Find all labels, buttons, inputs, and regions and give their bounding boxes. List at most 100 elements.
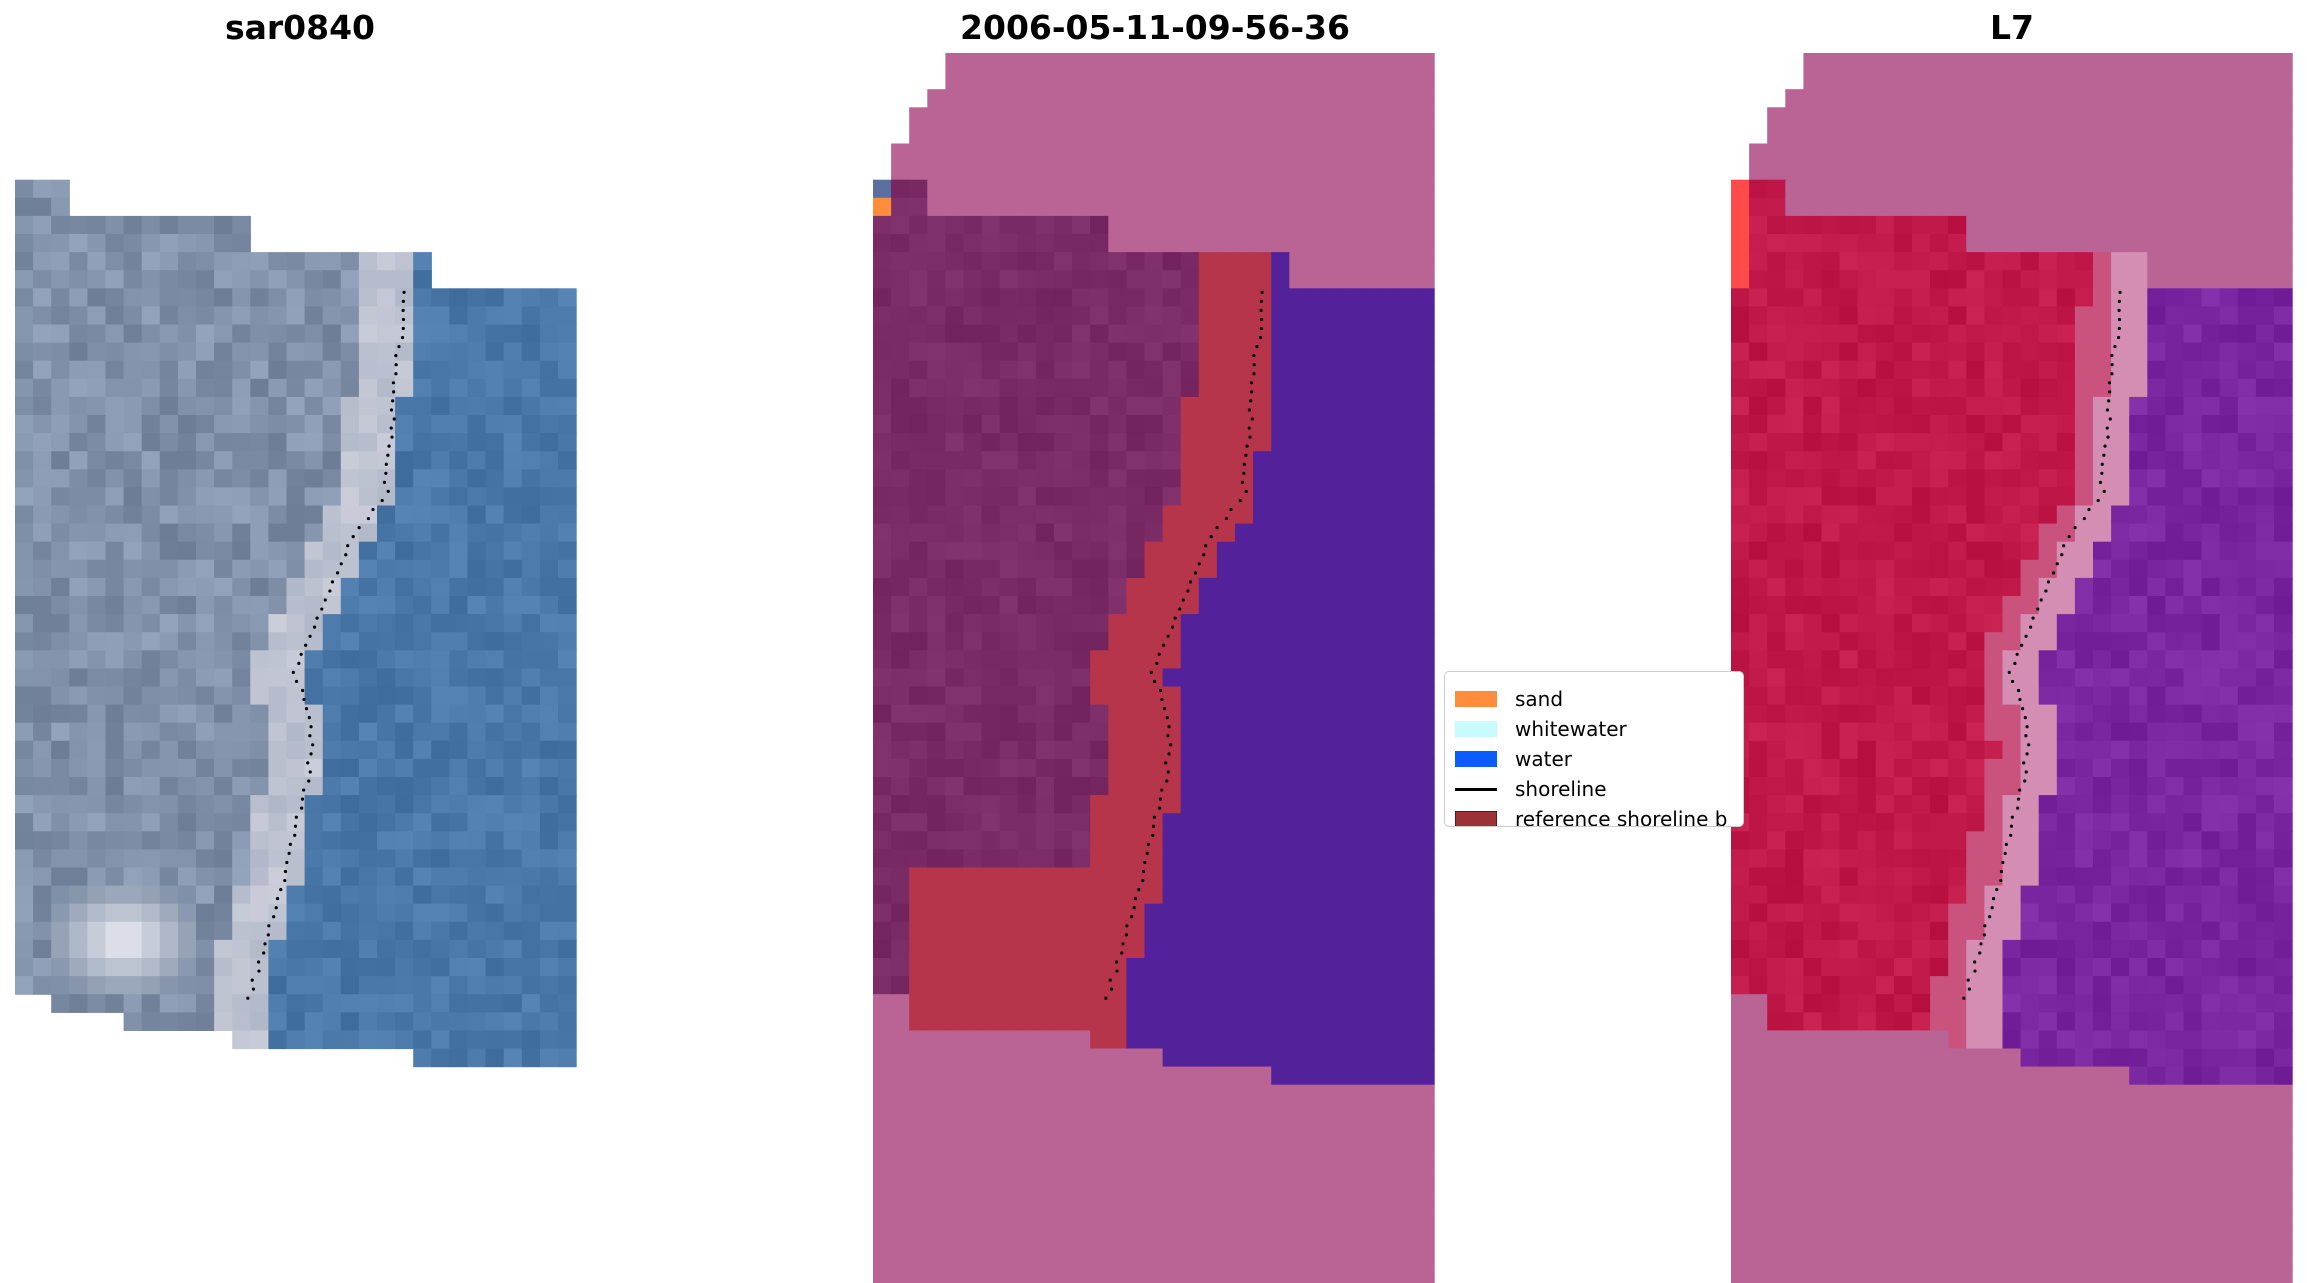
index-pixel: [2274, 559, 2293, 579]
rgb-pixel: [503, 596, 523, 615]
index-pixel: [1948, 614, 1967, 633]
rgb-pixel: [286, 704, 306, 724]
rgb-pixel: [358, 433, 378, 452]
rgb-pixel: [521, 614, 541, 633]
rgb-pixel: [521, 469, 541, 488]
rgb-pixel: [250, 342, 269, 362]
index-pixel: [1803, 614, 1823, 633]
rgb-pixel: [558, 559, 577, 579]
index-pixel: [2183, 686, 2203, 706]
index-pixel: [2147, 777, 2166, 796]
index-pixel: [1749, 396, 1768, 416]
rgb-pixel: [539, 577, 559, 597]
rgb-pixel: [177, 469, 197, 488]
rgb-pixel: [268, 415, 288, 434]
rgb-pixel: [105, 740, 125, 760]
rgb-pixel: [159, 614, 179, 633]
index-pixel: [1857, 740, 1877, 760]
rgb-pixel: [69, 451, 88, 470]
rgb-pixel: [268, 288, 288, 307]
rgb-pixel: [232, 487, 251, 507]
index-pixel: [2183, 324, 2203, 344]
index-pixel: [2237, 396, 2257, 416]
index-pixel: [1912, 161, 1931, 181]
index-pixel: [1749, 215, 1768, 235]
rgb-pixel: [449, 632, 469, 651]
rgb-pixel: [503, 415, 523, 434]
index-pixel: [2020, 614, 2040, 633]
index-pixel: [1821, 433, 1841, 452]
index-pixel: [2074, 614, 2094, 633]
index-pixel: [1785, 577, 1804, 597]
index-pixel: [1821, 722, 1841, 742]
index-pixel: [2165, 415, 2185, 434]
rgb-pixel: [340, 306, 360, 326]
rgb-pixel: [250, 433, 269, 452]
rgb-pixel: [141, 215, 161, 235]
rgb-pixel: [467, 342, 487, 362]
rgb-pixel: [340, 415, 360, 434]
index-pixel: [1749, 722, 1768, 742]
index-pixel: [2219, 650, 2239, 669]
rgb-pixel: [33, 614, 52, 633]
index-pixel: [2255, 161, 2275, 181]
index-pixel: [2147, 53, 2166, 72]
index-pixel: [2201, 270, 2221, 289]
rgb-pixel: [141, 632, 161, 651]
rgb-pixel: [33, 270, 52, 289]
rgb-pixel: [322, 378, 342, 398]
rgb-pixel: [539, 415, 559, 434]
index-pixel: [1948, 415, 1967, 434]
index-pixel: [1785, 596, 1804, 615]
index-pixel: [2183, 451, 2203, 470]
index-pixel: [1948, 161, 1967, 181]
index-pixel: [2255, 686, 2275, 706]
rgb-pixel: [214, 740, 233, 760]
rgb-pixel: [177, 722, 197, 742]
index-pixel: [1893, 614, 1913, 633]
rgb-pixel: [69, 740, 88, 760]
rgb-pixel: [521, 523, 541, 543]
index-pixel: [2183, 107, 2203, 126]
index-pixel: [1893, 632, 1913, 651]
rgb-pixel: [268, 252, 288, 271]
index-pixel: [1966, 740, 1985, 760]
rgb-pixel: [214, 469, 233, 488]
index-pixel: [1893, 143, 1913, 163]
rgb-pixel: [214, 378, 233, 398]
rgb-pixel: [413, 342, 432, 362]
index-pixel: [1930, 234, 1949, 253]
index-pixel: [2274, 415, 2293, 434]
index-pixel: [1749, 288, 1768, 307]
index-pixel: [1966, 831, 1985, 850]
index-pixel: [2129, 668, 2148, 688]
index-pixel: [1803, 179, 1823, 199]
index-pixel: [2165, 288, 2185, 307]
index-pixel: [2237, 704, 2257, 724]
index-pixel: [2237, 559, 2257, 579]
rgb-pixel: [485, 650, 505, 669]
index-pixel: [1875, 795, 1895, 814]
rgb-pixel: [69, 270, 88, 289]
index-pixel: [2111, 505, 2130, 525]
index-pixel: [2201, 143, 2221, 163]
rgb-pixel: [105, 505, 125, 525]
index-pixel: [1821, 324, 1841, 344]
rgb-pixel: [250, 469, 269, 488]
index-pixel: [1912, 324, 1931, 344]
index-pixel: [1785, 378, 1804, 398]
index-pixel: [2201, 704, 2221, 724]
index-pixel: [1821, 107, 1841, 126]
rgb-pixel: [413, 469, 432, 488]
rgb-pixel: [485, 505, 505, 525]
index-pixel: [1821, 143, 1841, 163]
index-pixel: [2255, 541, 2275, 561]
index-pixel: [2056, 686, 2076, 706]
index-pixel: [2255, 740, 2275, 760]
index-pixel: [2093, 704, 2112, 724]
rgb-pixel: [413, 415, 432, 434]
rgb-pixel: [558, 523, 577, 543]
index-pixel: [1912, 740, 1931, 760]
index-pixel: [2020, 415, 2040, 434]
index-pixel: [1821, 704, 1841, 724]
